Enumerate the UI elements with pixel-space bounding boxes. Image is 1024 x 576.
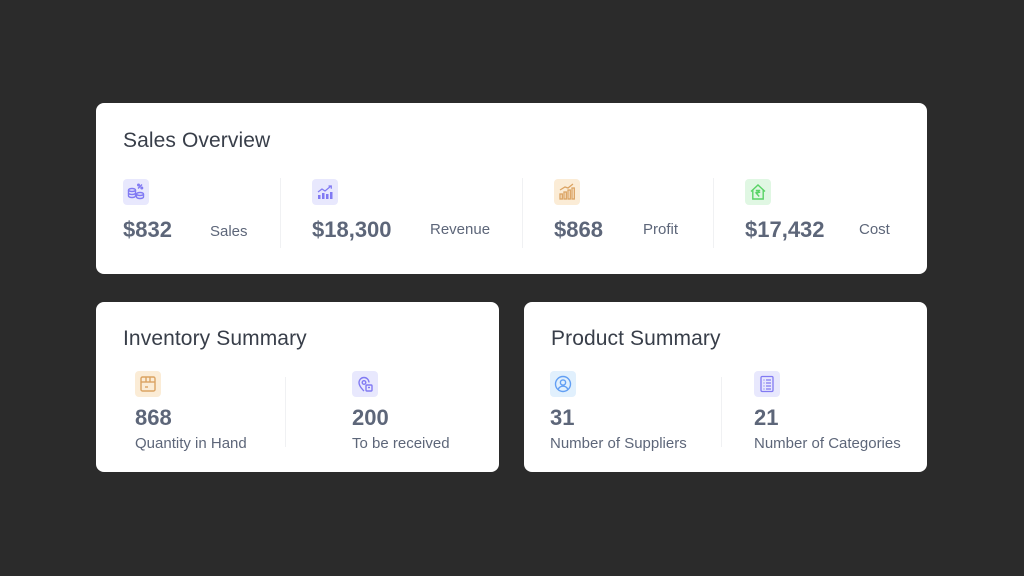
inventory-summary-title: Inventory Summary <box>123 327 307 350</box>
divider <box>285 377 286 447</box>
number-of-categories-label: Number of Categories <box>754 435 901 452</box>
cost-label: Cost <box>859 221 890 238</box>
to-be-received-value: 200 <box>352 405 389 430</box>
product-summary-card: Product Summary 31 Number of Suppliers 2… <box>524 302 927 472</box>
revenue-value: $18,300 <box>312 217 392 242</box>
location-pin-icon <box>352 371 378 397</box>
quantity-in-hand-value: 868 <box>135 405 172 430</box>
divider <box>522 178 523 248</box>
list-icon <box>754 371 780 397</box>
to-be-received-label: To be received <box>352 435 450 452</box>
user-icon <box>550 371 576 397</box>
number-of-suppliers-value: 31 <box>550 405 575 430</box>
revenue-label: Revenue <box>430 221 491 238</box>
profit-label: Profit <box>643 221 679 238</box>
number-of-categories-value: 21 <box>754 405 779 430</box>
sales-overview-title: Sales Overview <box>123 129 271 152</box>
divider <box>280 178 281 248</box>
divider <box>721 377 722 447</box>
cost-value: $17,432 <box>745 217 825 242</box>
profit-bars-icon <box>554 179 580 205</box>
number-of-suppliers-label: Number of Suppliers <box>550 435 687 452</box>
inventory-summary-card: Inventory Summary 868 Quantity in Hand 2… <box>96 302 499 472</box>
sales-value: $832 <box>123 217 172 242</box>
box-icon <box>135 371 161 397</box>
sales-coins-icon <box>123 179 149 205</box>
sales-overview-card: Sales Overview $832 Sales $18,300 Revenu… <box>96 103 927 274</box>
product-summary-title: Product Summary <box>551 327 721 350</box>
cost-rupee-house-icon <box>745 179 771 205</box>
quantity-in-hand-label: Quantity in Hand <box>135 435 247 452</box>
divider <box>713 178 714 248</box>
revenue-chart-icon <box>312 179 338 205</box>
sales-label: Sales <box>210 223 248 240</box>
profit-value: $868 <box>554 217 603 242</box>
